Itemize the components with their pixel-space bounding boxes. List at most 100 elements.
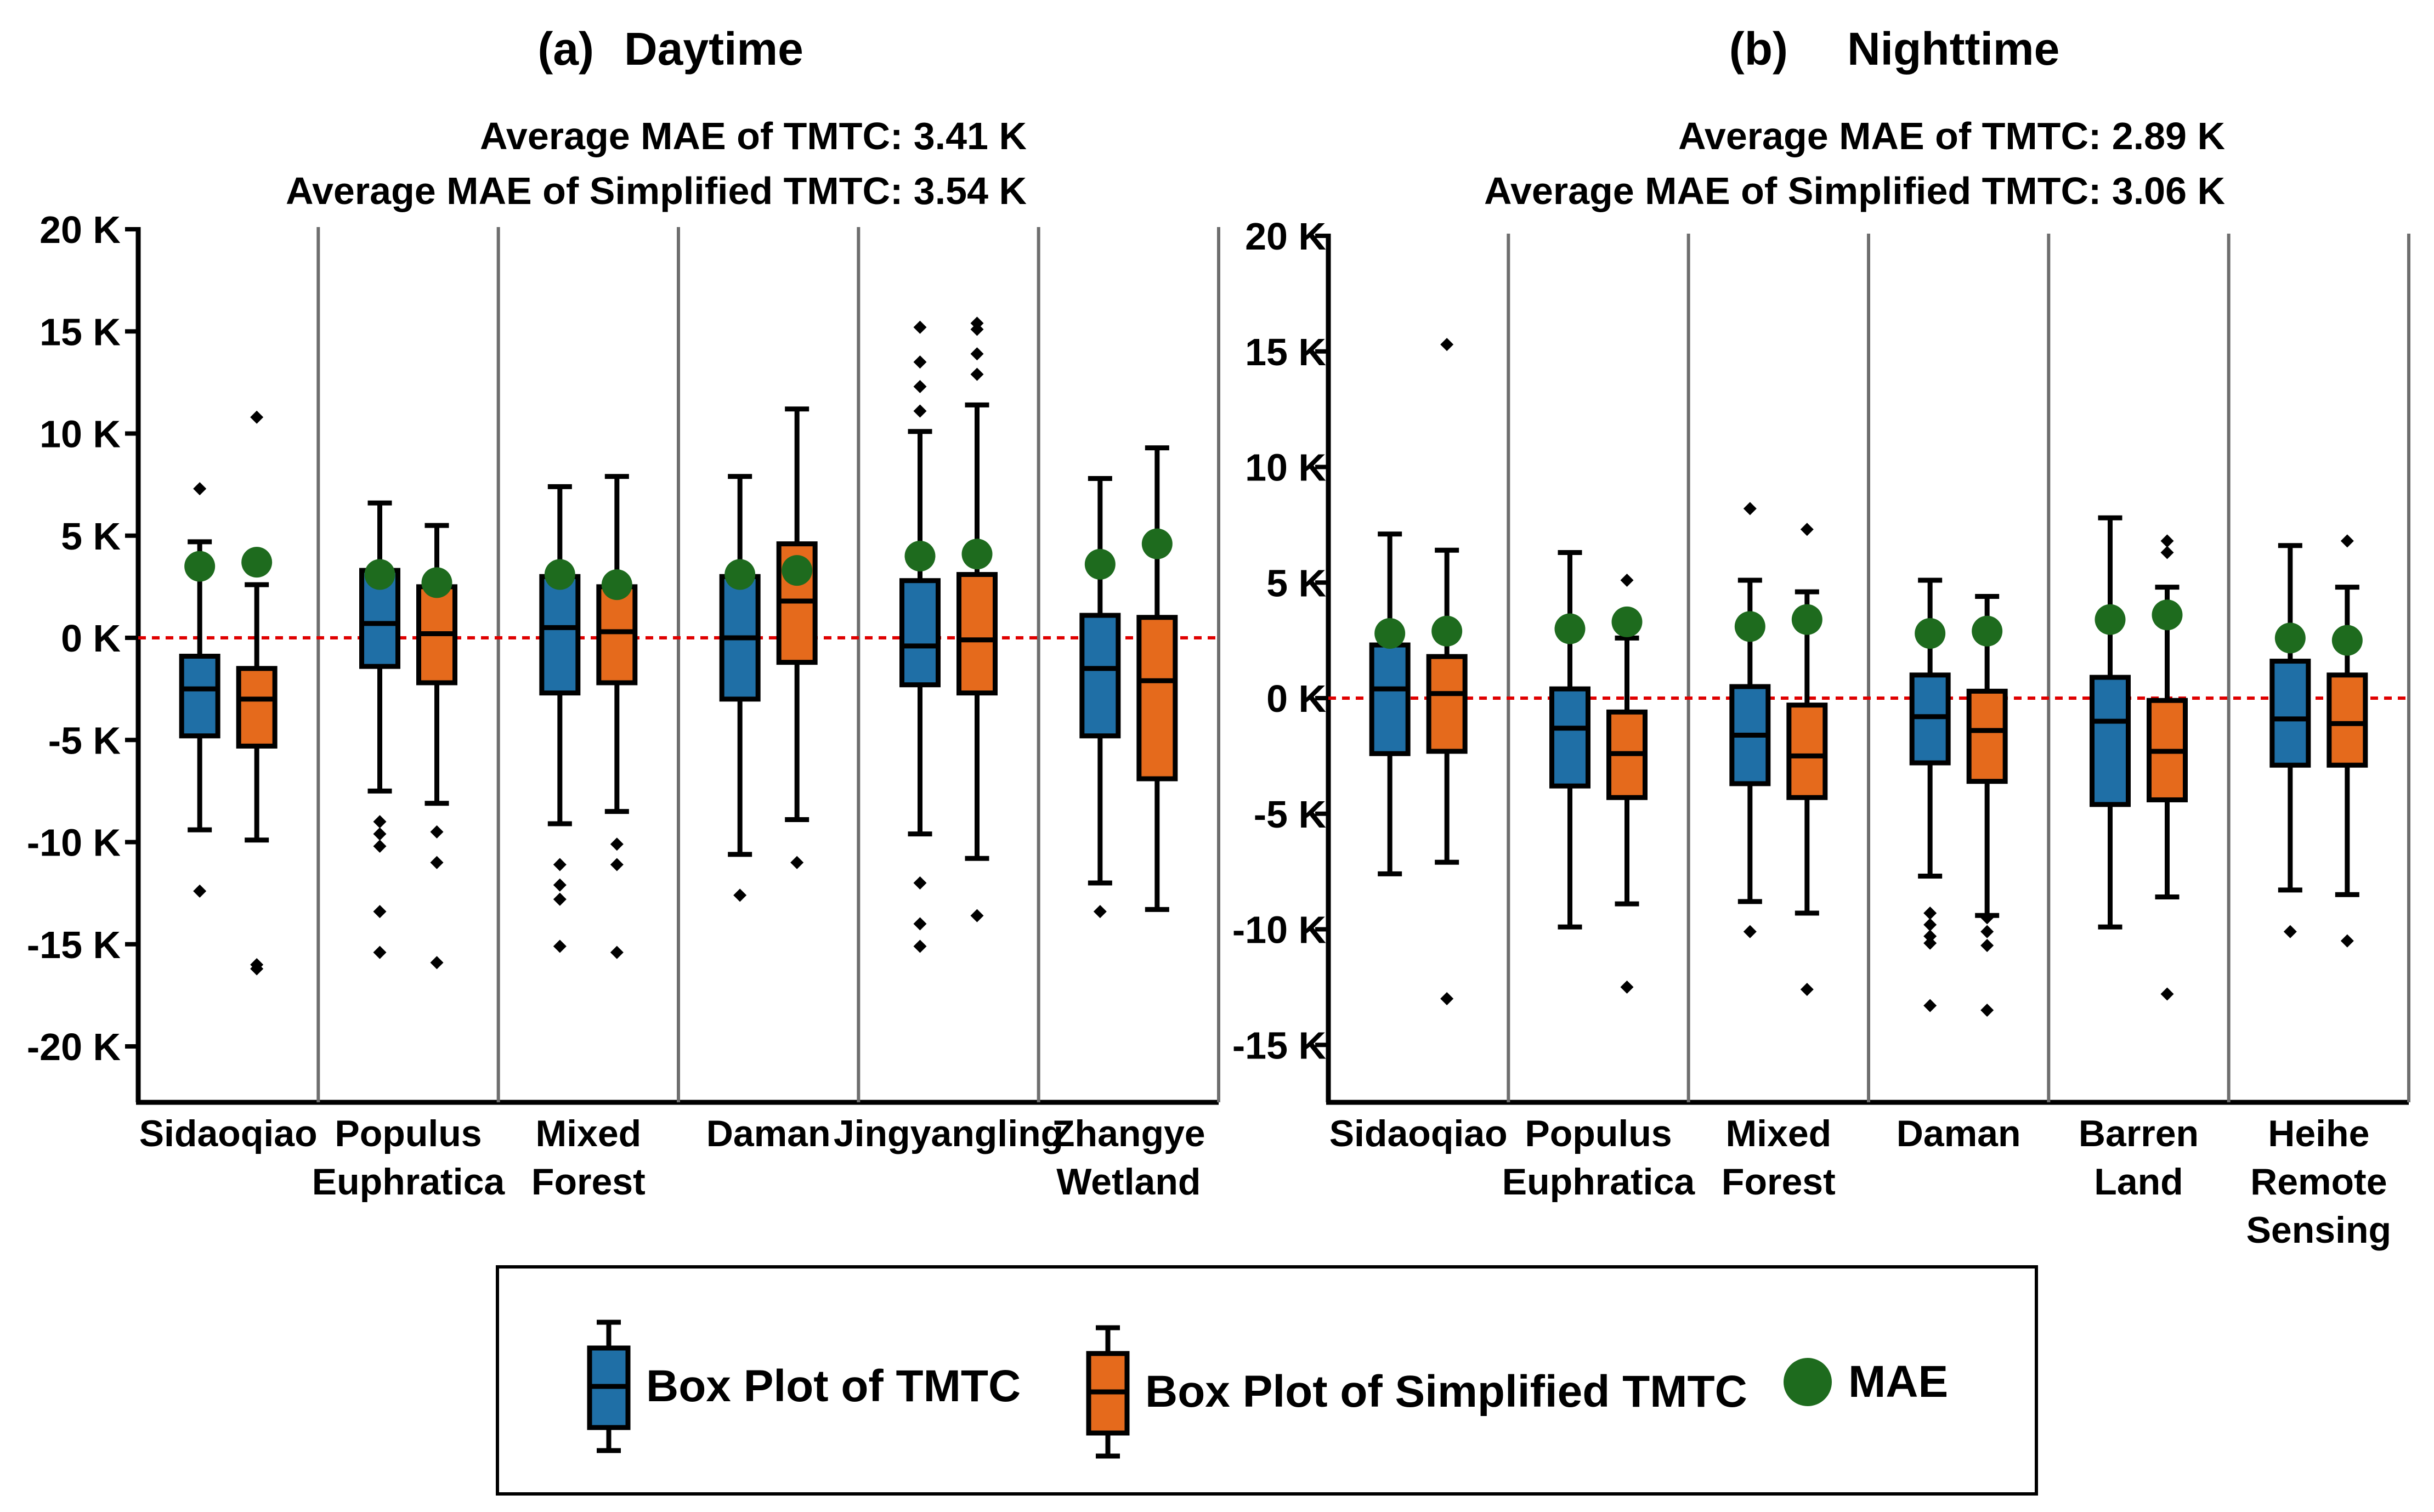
outlier-point [2160,546,2174,559]
boxplot-tmtc [359,500,400,959]
category-label: Sidaoqiao [1329,1113,1508,1154]
outlier-point [610,837,624,851]
y-tick-label: -15 K [1232,1024,1326,1067]
outlier-point [913,355,927,369]
outlier-point [913,380,927,393]
boxplot-tmtc [1909,577,1951,1012]
boxplot-simplified [2147,534,2188,1001]
box-iqr [1136,615,1178,782]
category-label: Populus [1525,1113,1672,1154]
outlier-point [1440,992,1454,1005]
y-tick-label: 10 K [39,413,121,456]
outlier-point [250,410,264,424]
outlier-point [913,404,927,418]
boxplot-tmtc [2090,515,2131,930]
y-tick-label: 15 K [39,310,121,353]
mae-point [2152,599,2183,631]
mae-point [961,539,993,570]
outlier-point [553,878,567,892]
outlier-point [1620,980,1634,994]
box-iqr [2269,659,2311,768]
mae-point [1915,618,1946,649]
outlier-point [913,939,927,953]
box-iqr [179,654,220,739]
outlier-point [553,892,567,906]
mae-point [2274,622,2306,654]
outlier-point [1980,1004,1994,1017]
y-tick-label: -20 K [27,1026,121,1068]
box-iqr [1966,688,2008,784]
y-tick-label: -5 K [1254,793,1326,836]
boxplot-tmtc [1079,475,1121,919]
boxplot-simplified [1426,338,1468,1005]
legend-item-simplified: Box Plot of Simplified TMTC [1086,1323,1747,1460]
legend-mae-label: MAE [1848,1357,1949,1407]
box-iqr [1369,642,1411,756]
outlier-point [2283,925,2297,938]
category-label: Mixed [1725,1113,1831,1154]
legend: Box Plot of TMTC Box Plot of Simplified … [496,1265,2038,1496]
panel-title: Daytime [624,23,803,75]
legend-simplified-label: Box Plot of Simplified TMTC [1145,1367,1747,1417]
annotation-avg-mae-tmtc: Average MAE of TMTC: 2.89 K [1678,115,2225,157]
panel-daytime: (a) Daytime Average MAE of TMTC: 3.41 K Ave… [27,23,1220,1203]
boxplot-simplified [1786,523,1828,996]
mae-point [782,555,813,586]
outlier-point [970,367,984,381]
outlier-point [913,917,927,931]
mae-point [1611,606,1643,637]
outlier-point [790,856,804,869]
outlier-point [1743,502,1757,516]
outlier-point [2160,987,2174,1001]
outlier-point [970,909,984,922]
box-iqr [236,666,278,749]
outlier-point [1440,338,1454,352]
box-iqr [1786,703,1828,800]
category-label: Remote [2250,1161,2387,1203]
y-tick-label: 10 K [1245,446,1326,489]
boxplot-simplified [1136,445,1178,912]
boxplot-simplified [1966,594,2008,1017]
panel-nighttime: (b) Nighttime Average MAE of TMTC: 2.89 K A… [1232,23,2410,1251]
mae-point [724,559,756,590]
category-label: Daman [1897,1113,2021,1154]
mae-point [184,551,216,582]
outlier-point [2340,934,2354,948]
category-label: Barren [2079,1113,2199,1154]
outlier-point [193,482,207,496]
category-label: Wetland [1056,1161,1201,1203]
outlier-point [1093,905,1107,919]
outlier-point [733,888,747,902]
outlier-point [430,825,444,839]
y-tick-label: -10 K [27,822,121,864]
mae-point [1431,615,1463,647]
annotation-avg-mae-simplified: Average MAE of Simplified TMTC: 3.06 K [1484,169,2225,212]
boxplot-tmtc [899,320,941,953]
category-label: Euphratica [1502,1161,1696,1203]
category-label: Zhangye [1052,1113,1205,1154]
panel-label: (b) [1729,23,1788,75]
mae-point [544,559,575,590]
category-label: Populus [335,1113,482,1154]
y-tick-label: 5 K [61,515,121,558]
mae-point [2331,625,2363,656]
mae-point [2095,604,2126,635]
boxplot-simplified [2327,534,2368,948]
boxplot-tmtc [179,482,220,898]
outlier-point [610,945,624,959]
mae-point [1374,618,1406,649]
legend-tmtc-label: Box Plot of TMTC [646,1361,1021,1411]
mae-point [1734,611,1765,642]
outlier-point [970,322,984,336]
outlier-point [913,876,927,890]
legend-mae-dot-icon [1784,1358,1832,1406]
outlier-point [1980,925,1994,938]
legend-tmtc-box-icon [587,1320,631,1453]
outlier-point [1800,983,1814,996]
boxplot-simplified [956,316,998,922]
mae-point [1141,528,1173,559]
y-tick-label: -5 K [48,719,121,762]
box-iqr [596,584,638,686]
mae-point [601,569,632,601]
boxplot-tmtc [1369,531,1411,876]
